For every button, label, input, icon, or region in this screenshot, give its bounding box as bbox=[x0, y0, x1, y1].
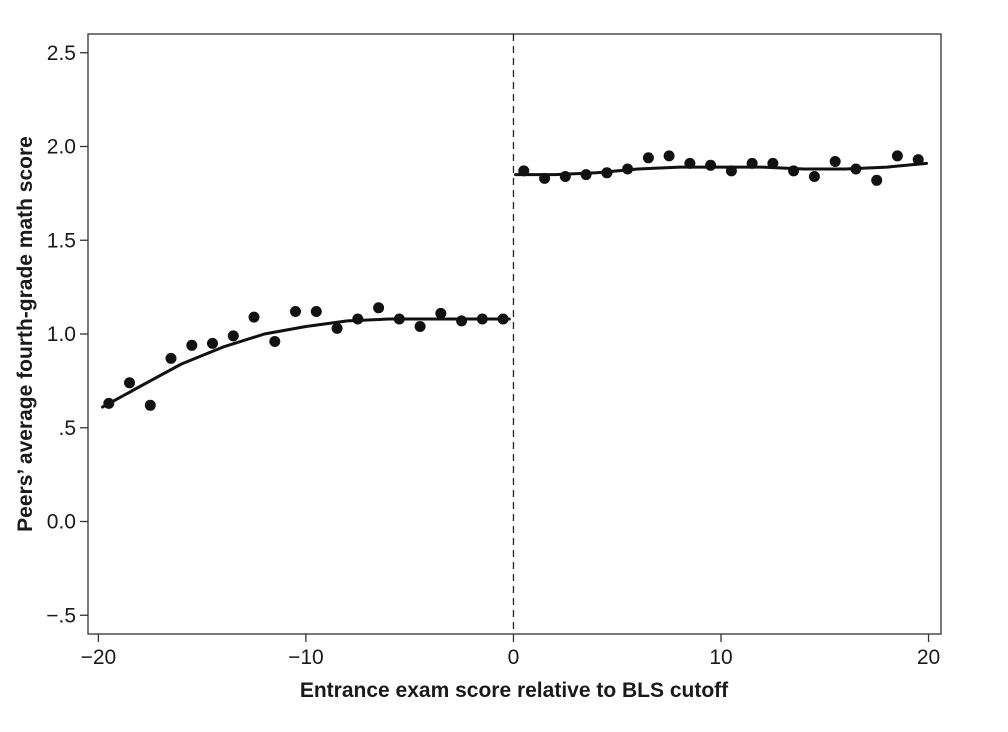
data-point bbox=[476, 313, 488, 325]
data-point bbox=[227, 330, 239, 342]
data-point bbox=[310, 306, 322, 317]
y-tick-label: −.5 bbox=[46, 604, 76, 627]
data-point bbox=[373, 302, 385, 314]
x-tick-label: −20 bbox=[81, 646, 117, 669]
data-point bbox=[891, 150, 903, 162]
data-point bbox=[103, 397, 115, 409]
data-point bbox=[788, 165, 800, 177]
data-point bbox=[850, 163, 862, 175]
x-axis-title: Entrance exam score relative to BLS cuto… bbox=[300, 679, 729, 702]
data-point bbox=[124, 377, 135, 389]
data-point bbox=[808, 171, 820, 182]
data-point bbox=[539, 172, 551, 184]
data-point bbox=[746, 157, 758, 169]
x-tick-label: −10 bbox=[288, 646, 324, 669]
y-tick-label: 1.5 bbox=[47, 229, 76, 252]
data-point bbox=[871, 174, 883, 186]
data-point bbox=[622, 163, 634, 175]
fit-curve bbox=[514, 161, 928, 177]
data-point bbox=[435, 307, 447, 319]
data-point bbox=[518, 165, 530, 177]
y-axis-title: Peers’ average fourth-grade math score bbox=[14, 136, 37, 532]
data-points bbox=[103, 150, 924, 411]
data-point bbox=[414, 321, 426, 332]
data-point bbox=[186, 339, 198, 351]
x-tick-label: 20 bbox=[917, 646, 940, 669]
data-point bbox=[393, 313, 405, 325]
data-point bbox=[207, 337, 218, 349]
fit-curves bbox=[101, 161, 928, 409]
data-point bbox=[684, 157, 696, 169]
y-axis: −.5 0.0 .5 1.0 1.5 2.0 2.5 bbox=[46, 42, 88, 627]
x-tick-label: 0 bbox=[508, 646, 520, 669]
data-point bbox=[290, 306, 301, 317]
fit-curve bbox=[101, 317, 511, 409]
data-point bbox=[767, 157, 779, 169]
y-tick-label: 0.0 bbox=[47, 511, 76, 534]
data-point bbox=[248, 311, 260, 323]
data-point bbox=[456, 315, 468, 327]
plot-frame bbox=[87, 33, 942, 635]
data-point bbox=[269, 336, 281, 347]
data-point bbox=[559, 171, 571, 182]
data-point bbox=[663, 150, 675, 162]
data-point bbox=[601, 167, 613, 179]
y-tick-label: 2.0 bbox=[47, 136, 76, 159]
data-point bbox=[144, 399, 156, 411]
data-point bbox=[497, 313, 509, 325]
x-tick-label: 10 bbox=[709, 646, 732, 669]
data-point bbox=[705, 159, 717, 171]
y-tick-label: 2.5 bbox=[47, 42, 76, 65]
data-point bbox=[642, 152, 654, 164]
y-tick-label: 1.0 bbox=[47, 323, 76, 346]
data-point bbox=[829, 156, 841, 167]
x-axis: −20 −10 0 10 20 bbox=[81, 634, 940, 669]
data-point bbox=[331, 322, 343, 334]
data-point bbox=[352, 313, 364, 325]
data-point bbox=[912, 154, 924, 166]
data-point bbox=[165, 352, 177, 364]
y-tick-label: .5 bbox=[58, 417, 76, 440]
data-point bbox=[725, 165, 737, 177]
data-point bbox=[580, 169, 592, 181]
